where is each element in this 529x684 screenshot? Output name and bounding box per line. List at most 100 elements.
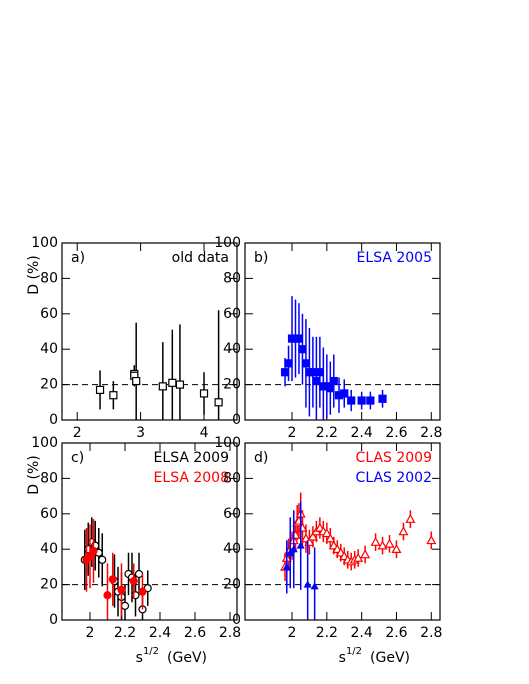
y-tick-label: 40 [223, 541, 241, 557]
marker [303, 580, 312, 588]
marker [378, 394, 387, 403]
frame [61, 442, 238, 621]
panel-label: c) [71, 450, 84, 466]
marker [286, 548, 295, 556]
x-tick-label: 2.6 [385, 625, 407, 641]
marker [360, 549, 371, 559]
y-tick-label: 80 [40, 470, 58, 486]
y-tick-label: 40 [223, 341, 241, 357]
marker [347, 396, 356, 405]
plot-area [280, 492, 437, 620]
y-tick-label: 80 [40, 270, 58, 286]
marker [310, 582, 319, 590]
panel-label: d) [254, 450, 268, 466]
marker [89, 546, 98, 556]
x-tick-label: 2.4 [351, 625, 373, 641]
x-tick-label: 2 [288, 625, 297, 641]
x-tick-label: 2.2 [316, 625, 338, 641]
y-tick-label: 80 [223, 470, 241, 486]
marker [312, 376, 321, 386]
y-tick-label: 60 [40, 306, 58, 322]
x-label-base: s [136, 650, 143, 666]
marker [109, 391, 118, 400]
marker [326, 384, 335, 393]
panel: 0 20 40 60 80 100 2 2.2 2.4 2.6 2.8 b) ELSA 2005 [214, 235, 442, 441]
y-tick-label: 0 [232, 612, 241, 628]
y-tick-label: 40 [40, 541, 58, 557]
y-tick-label: 80 [223, 270, 241, 286]
panel-label: b) [254, 250, 268, 266]
plot-area [280, 296, 387, 420]
marker [357, 396, 366, 405]
legend-entry: ELSA 2008 [154, 470, 229, 486]
marker [129, 576, 138, 586]
y-tick-label: 100 [31, 235, 58, 251]
x-label-unit: (GeV) [167, 650, 207, 666]
marker [294, 334, 304, 343]
y-tick-label: 20 [40, 377, 58, 393]
marker [426, 535, 437, 545]
x-tick-label: 2.6 [385, 425, 407, 441]
marker [158, 382, 167, 391]
legend-entry: old data [172, 250, 229, 266]
marker [307, 531, 318, 541]
marker [384, 538, 395, 548]
y-tick-label: 0 [49, 612, 58, 628]
marker [282, 562, 291, 570]
x-tick-label: 2 [288, 425, 297, 441]
marker [95, 385, 105, 395]
panel: 0 20 40 60 80 100 2 2.2 2.4 2.6 2.8 d) s1/2 (GeV) CLAS… [214, 435, 442, 666]
marker [138, 587, 147, 596]
marker [103, 591, 112, 600]
marker [134, 569, 144, 579]
marker [175, 380, 185, 389]
legend-entry: ELSA 2009 [154, 450, 229, 466]
y-tick-label: 60 [223, 506, 241, 522]
x-tick-label: 2.6 [184, 625, 206, 641]
x-label-sup: 1/2 [143, 646, 159, 657]
marker [117, 585, 126, 595]
x-label-unit: (GeV) [370, 650, 410, 666]
panel-label: a) [71, 250, 85, 266]
y-tick-label: 100 [214, 235, 241, 251]
legend-entry: CLAS 2009 [356, 450, 432, 466]
panel: 0 20 40 60 80 100 2 3 4 a) D (%) old data [26, 235, 238, 441]
x-tick-label: 2 [86, 625, 95, 641]
y-tick-label: 60 [40, 506, 58, 522]
frame [61, 242, 238, 421]
y-tick-label: 100 [214, 435, 241, 451]
y-tick-label: 0 [232, 412, 241, 428]
y-axis-label: D (%) [26, 255, 42, 294]
x-tick-label: 2.4 [351, 425, 373, 441]
x-tick-label: 2.8 [219, 625, 241, 641]
marker [108, 575, 117, 584]
x-label-sup: 1/2 [346, 646, 362, 657]
marker [214, 398, 223, 407]
marker [321, 528, 332, 538]
marker [340, 389, 349, 398]
x-tick-label: 4 [200, 425, 209, 441]
x-axis-label: s1/2 (GeV) [339, 646, 410, 666]
y-axis-label: D (%) [26, 455, 42, 494]
marker [315, 368, 324, 377]
marker [308, 368, 318, 377]
x-label-base: s [339, 650, 346, 666]
marker [199, 389, 209, 398]
y-tick-label: 0 [49, 412, 58, 428]
marker [168, 378, 177, 387]
marker [296, 541, 305, 549]
marker [377, 540, 388, 550]
frame [244, 242, 441, 421]
x-tick-label: 2.8 [420, 425, 442, 441]
x-tick-label: 2.8 [420, 625, 442, 641]
marker [325, 533, 336, 543]
marker [366, 396, 375, 405]
marker [132, 376, 141, 386]
marker [280, 368, 290, 377]
y-tick-label: 20 [223, 577, 241, 593]
legend-entry: CLAS 2002 [356, 470, 432, 486]
marker [301, 359, 311, 368]
marker [405, 513, 416, 523]
plot-area [95, 310, 223, 420]
